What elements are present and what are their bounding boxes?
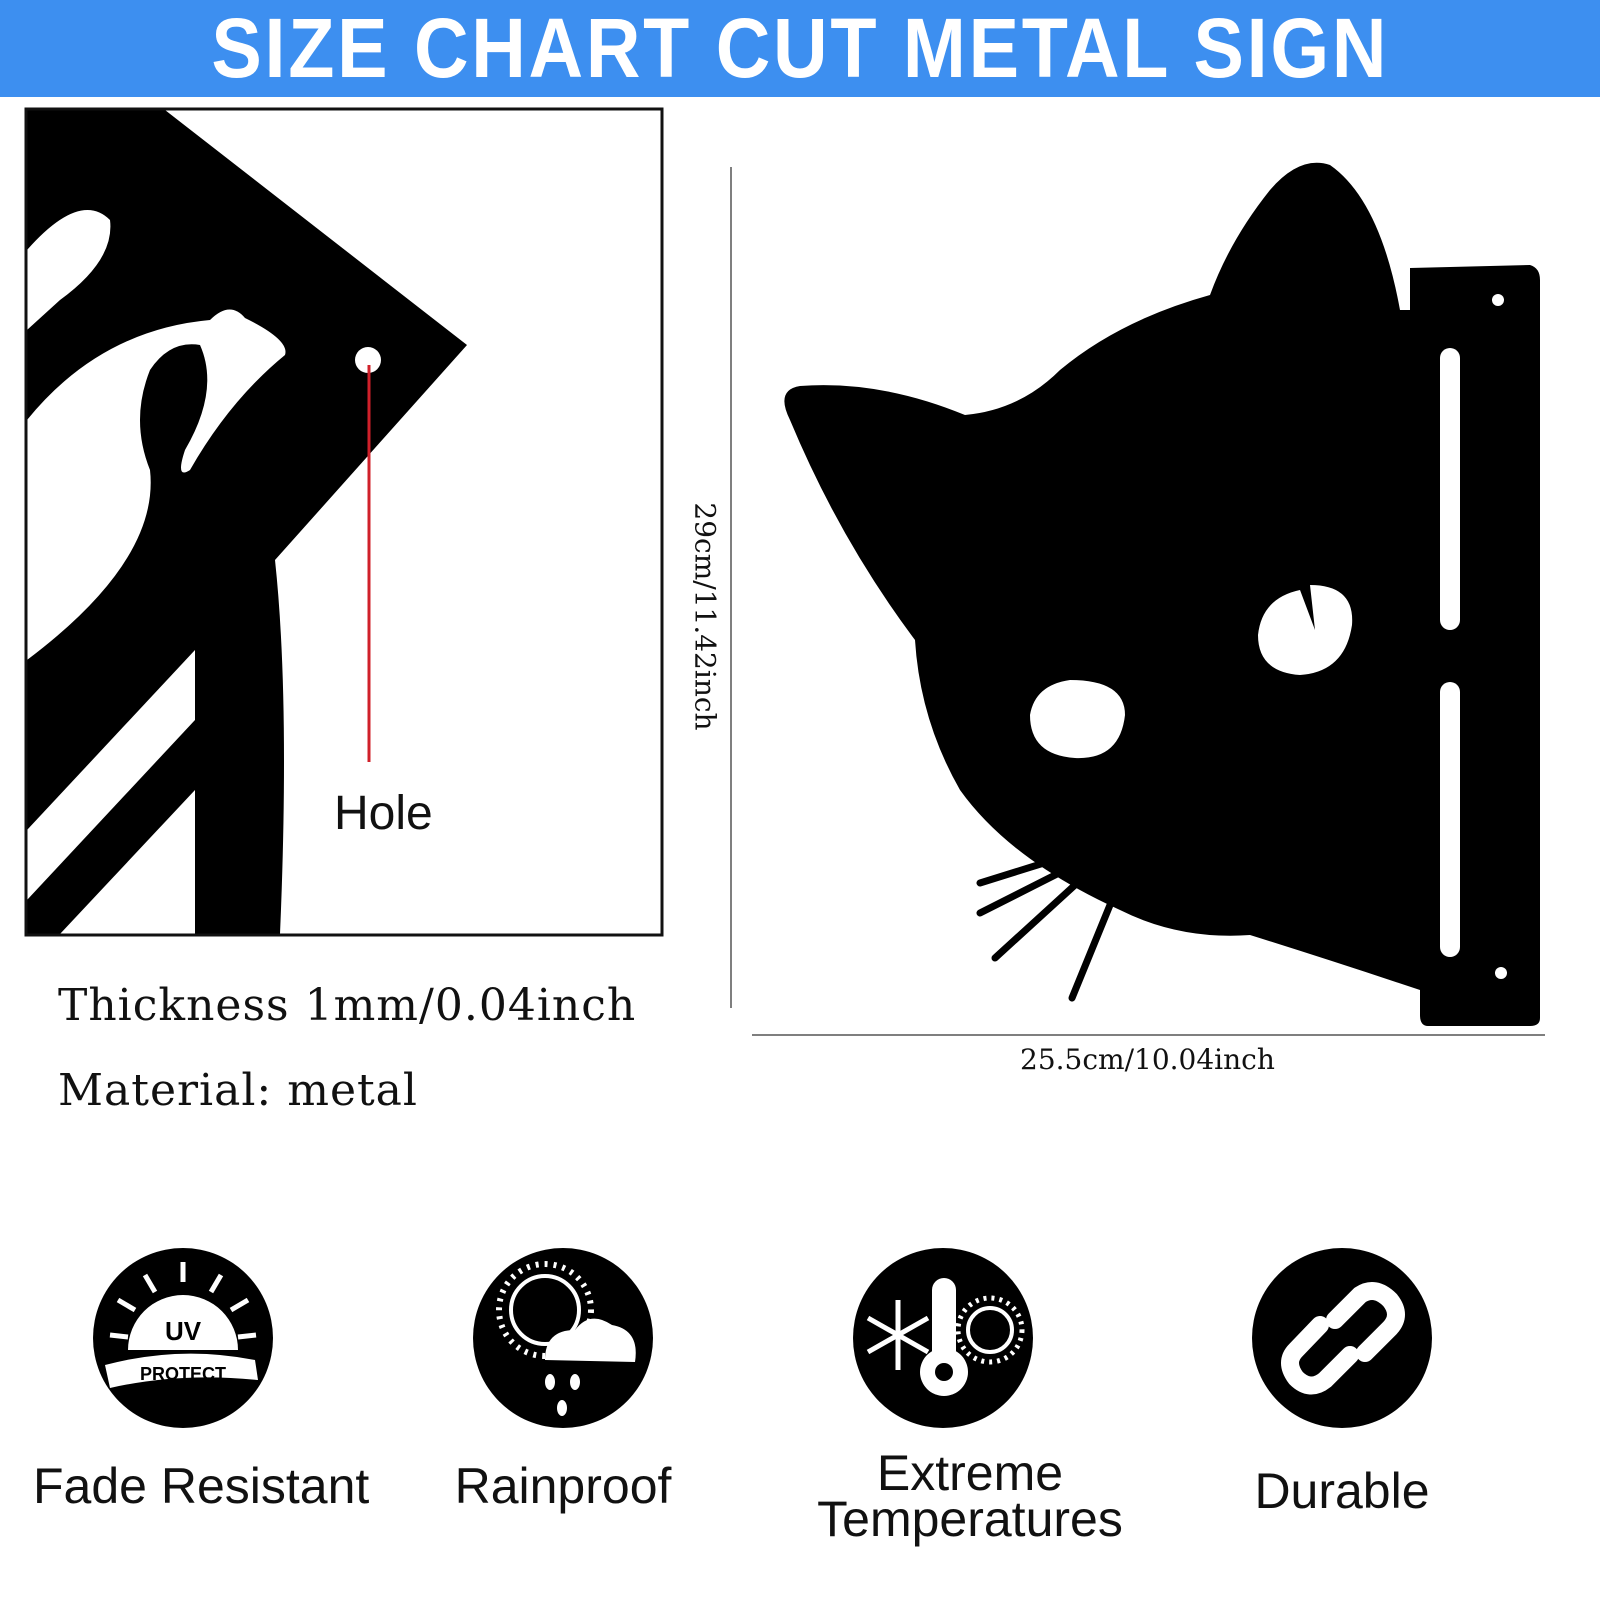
protect-text: PROTECT bbox=[140, 1364, 226, 1384]
header-banner: SIZE CHART CUT METAL SIGN bbox=[0, 0, 1600, 97]
page-title: SIZE CHART CUT METAL SIGN bbox=[211, 1, 1389, 95]
hole-label: Hole bbox=[334, 787, 433, 840]
uv-protect-icon: UV PROTECT bbox=[93, 1248, 273, 1428]
height-dimension-label: 29cm/11.42inch bbox=[688, 502, 722, 731]
cat-sign-silhouette bbox=[784, 162, 1540, 1026]
feature-label-fade-resistant: Fade Resistant bbox=[33, 1458, 370, 1514]
feature-label-rainproof: Rainproof bbox=[454, 1458, 672, 1514]
feature-label-extreme-temperatures: Extreme Temperatures bbox=[817, 1445, 1123, 1547]
feature-label-durable: Durable bbox=[1254, 1463, 1430, 1519]
material-spec: Material: metal bbox=[58, 1065, 418, 1116]
hole-detail-closeup bbox=[24, 107, 664, 937]
chain-link-icon bbox=[1252, 1248, 1432, 1428]
sun-cloud-rain-icon bbox=[473, 1248, 653, 1428]
uv-text: UV bbox=[165, 1316, 202, 1346]
snowflake-thermometer-sun-icon bbox=[853, 1248, 1033, 1428]
thickness-spec: Thickness 1mm/0.04inch bbox=[58, 980, 637, 1031]
width-dimension-label: 25.5cm/10.04inch bbox=[1020, 1043, 1275, 1076]
